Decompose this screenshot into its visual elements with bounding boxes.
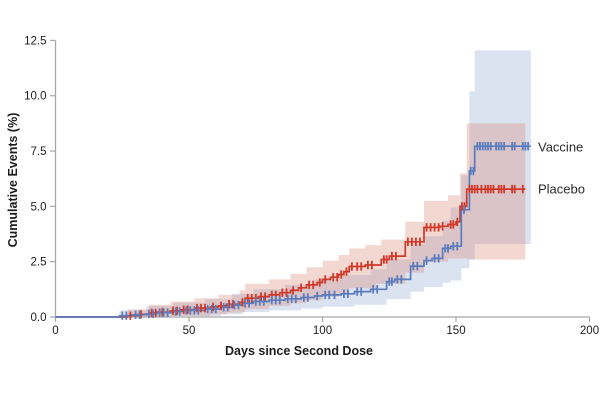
- placebo-confidence-band: [55, 123, 526, 318]
- x-tick-label: 200: [580, 325, 599, 337]
- y-tick-label: 12.5: [24, 35, 46, 47]
- placebo-step-curve: [55, 188, 526, 318]
- vaccine-confidence-band: [55, 50, 531, 318]
- x-tick-label: 50: [183, 325, 196, 337]
- y-tick-label: 7.5: [31, 146, 47, 158]
- y-tick-label: 5.0: [31, 201, 47, 213]
- y-tick-label: 2.5: [31, 257, 47, 269]
- vaccine-censor-ticks: [121, 142, 529, 320]
- y-axis-title: Cumulative Events (%): [6, 112, 20, 248]
- x-axis-title: Days since Second Dose: [225, 344, 373, 358]
- series-label-placebo: Placebo: [538, 181, 585, 197]
- x-tick-label: 100: [313, 325, 332, 337]
- x-tick-label: 150: [446, 325, 465, 337]
- y-tick-label: 10.0: [24, 91, 46, 103]
- series-label-vaccine: Vaccine: [538, 139, 584, 155]
- placebo-censor-ticks: [129, 184, 524, 320]
- x-tick-label: 0: [52, 325, 58, 337]
- y-tick-label: 0.0: [31, 312, 47, 324]
